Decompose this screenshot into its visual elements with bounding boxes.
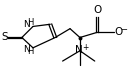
Text: S: S xyxy=(1,32,8,43)
Text: N: N xyxy=(23,20,30,29)
Text: O: O xyxy=(115,27,123,37)
Text: H: H xyxy=(27,18,34,27)
Text: N: N xyxy=(23,45,30,54)
Text: N: N xyxy=(75,45,83,55)
Text: O: O xyxy=(93,5,101,15)
Text: H: H xyxy=(27,47,34,56)
Text: +: + xyxy=(82,43,88,52)
Text: −: − xyxy=(120,25,127,34)
